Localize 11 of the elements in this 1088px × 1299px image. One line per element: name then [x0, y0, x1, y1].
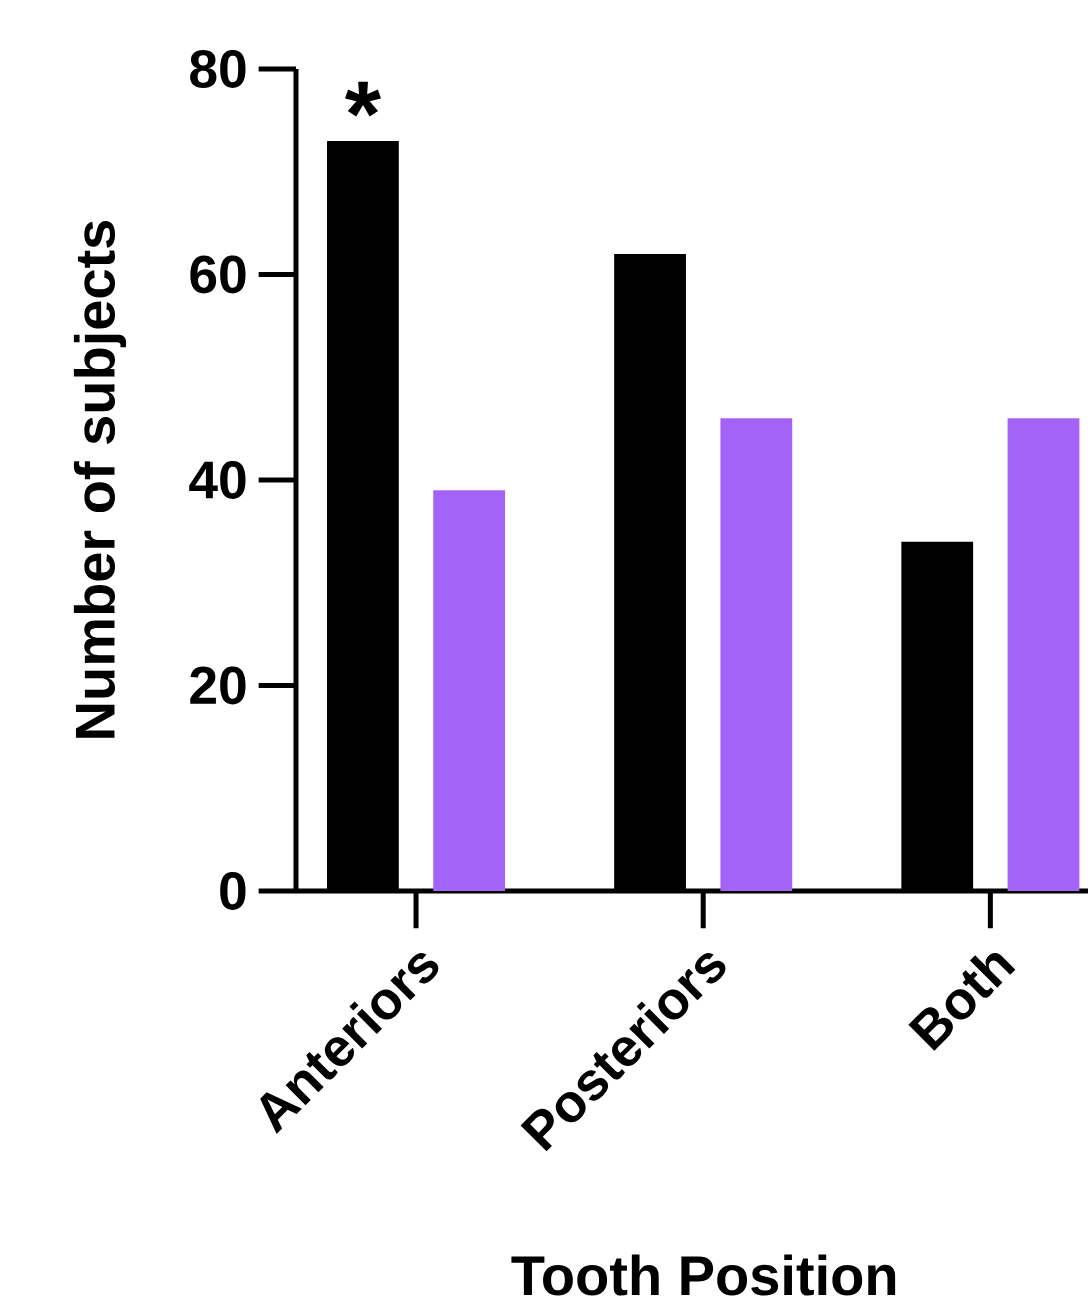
y-axis-title: Number of subjects	[73, 220, 127, 738]
annotation: *	[345, 81, 381, 117]
bar	[433, 490, 506, 891]
x-axis-title: Tooth Position	[511, 1254, 896, 1296]
y-tick-label: 20	[190, 666, 246, 705]
bar	[1007, 418, 1080, 891]
y-tick-label: 40	[189, 461, 246, 499]
bar	[720, 418, 793, 891]
y-tick-label: 80	[190, 50, 246, 88]
y-tick-label: 60	[190, 255, 246, 294]
y-tick-label: 0	[220, 872, 246, 910]
